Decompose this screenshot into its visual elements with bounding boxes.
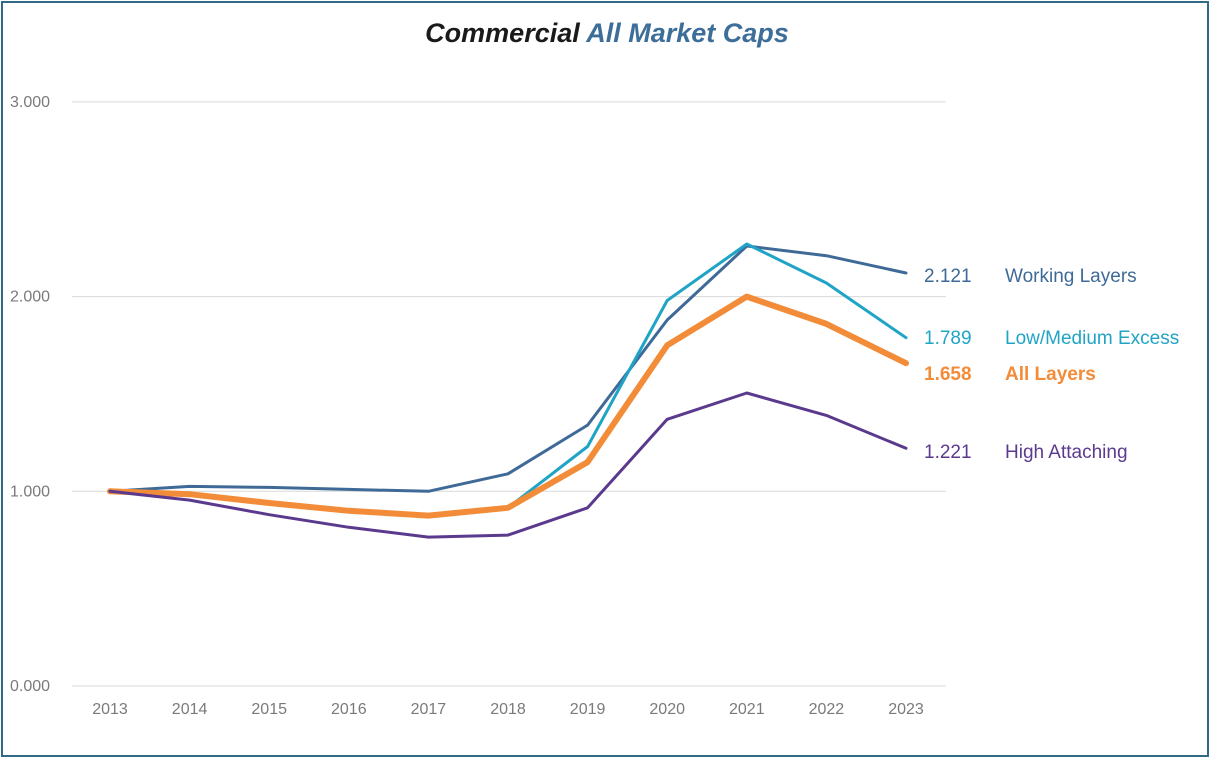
x-tick-label: 2016 (331, 701, 367, 718)
y-tick-label: 0.000 (10, 678, 50, 695)
series-name-label: All Layers (1005, 364, 1096, 385)
series-end-value-label: 1.221 (924, 442, 972, 463)
x-tick-label: 2018 (490, 701, 526, 718)
series-end-value-label: 1.658 (924, 364, 972, 385)
chart-title-part1: Commercial (425, 18, 580, 48)
series-name-label: Low/Medium Excess (1005, 328, 1179, 349)
x-tick-label: 2022 (809, 701, 845, 718)
chart-title: Commercial All Market Caps (0, 18, 1214, 49)
series-line-working-layers (108, 244, 908, 493)
series-end-value-label: 2.121 (924, 266, 972, 287)
y-tick-label: 1.000 (10, 483, 50, 500)
series-line-all-layers (107, 293, 909, 519)
x-tick-label: 2014 (172, 701, 208, 718)
series-end-value-label: 1.789 (924, 328, 972, 349)
x-tick-label: 2020 (649, 701, 685, 718)
y-tick-label: 3.000 (10, 94, 50, 111)
y-tick-label: 2.000 (10, 289, 50, 306)
x-tick-label: 2013 (92, 701, 128, 718)
series-name-label: Working Layers (1005, 266, 1137, 287)
x-tick-label: 2023 (888, 701, 924, 718)
series-name-label: High Attaching (1005, 442, 1128, 463)
x-tick-label: 2019 (570, 701, 606, 718)
x-tick-label: 2021 (729, 701, 765, 718)
x-tick-label: 2017 (411, 701, 447, 718)
series-line-high-attaching (108, 391, 908, 539)
x-tick-label: 2015 (251, 701, 287, 718)
chart-title-part2: All Market Caps (586, 18, 789, 48)
